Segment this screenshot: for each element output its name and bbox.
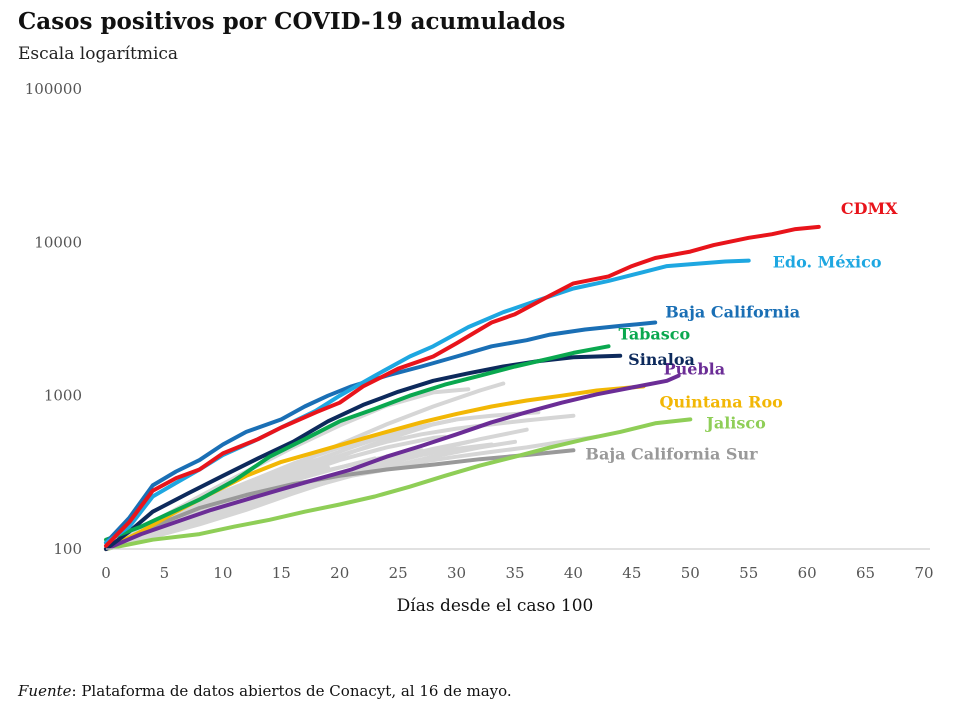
source-text: : Plataforma de datos abiertos de Conacy… (71, 682, 512, 700)
y-tick-label: 100000 (25, 80, 82, 98)
x-tick-label: 5 (160, 564, 170, 582)
series-label-tabasco: Tabasco (618, 324, 690, 343)
x-tick-label: 50 (681, 564, 700, 582)
series-line-jalisco (104, 417, 693, 551)
series-labels: Baja California Sur Jalisco Quintana Roo Pu… (585, 199, 898, 463)
series-label-sinaloa: Sinaloa (628, 350, 695, 369)
x-tick-label: 0 (101, 564, 111, 582)
x-tick-label: 30 (447, 564, 466, 582)
x-tick-label: 10 (213, 564, 232, 582)
series-label-baja-california-sur: Baja California Sur (585, 444, 758, 463)
x-tick-label: 25 (389, 564, 408, 582)
series-line-baja-california (104, 320, 658, 545)
x-tick-label: 60 (798, 564, 817, 582)
series-label-baja-california: Baja California (665, 303, 800, 322)
x-tick-label: 15 (272, 564, 291, 582)
x-tick-label: 55 (739, 564, 758, 582)
x-tick-label: 45 (622, 564, 641, 582)
highlight-series-group (104, 224, 821, 551)
x-tick-label: 40 (564, 564, 583, 582)
x-tick-label: 20 (330, 564, 349, 582)
x-axis-label: Días desde el caso 100 (397, 596, 594, 616)
series-line-other (104, 427, 529, 551)
chart-title: Casos positivos por COVID-19 acumulados (18, 8, 566, 35)
y-tick-labels: 100 1000 10000 100000 (25, 80, 82, 558)
chart-subtitle: Escala logarítmica (18, 44, 179, 64)
series-label-jalisco: Jalisco (704, 413, 766, 432)
series-line-cdmx (104, 224, 821, 548)
y-tick-label: 10000 (34, 233, 82, 251)
x-tick-label: 65 (856, 564, 875, 582)
source-label: Fuente (18, 682, 72, 700)
series-line-tabasco (104, 344, 611, 542)
y-tick-label: 100 (53, 540, 82, 558)
y-tick-label: 1000 (44, 387, 82, 405)
series-label-cdmx: CDMX (841, 199, 898, 218)
series-line-baja-california-sur (104, 448, 576, 551)
x-tick-labels: 0 5 10 15 20 25 30 35 40 45 50 55 60 65 70 (101, 564, 933, 582)
x-tick-label: 35 (505, 564, 524, 582)
series-label-puebla: Puebla (664, 360, 725, 379)
x-tick-label: 70 (914, 564, 933, 582)
series-label-quintana-roo: Quintana Roo (660, 392, 784, 411)
series-label-edo-mexico: Edo. México (773, 253, 882, 272)
series-line-puebla (104, 373, 681, 551)
source-note: Fuente: Plataforma de datos abiertos de … (18, 682, 512, 700)
